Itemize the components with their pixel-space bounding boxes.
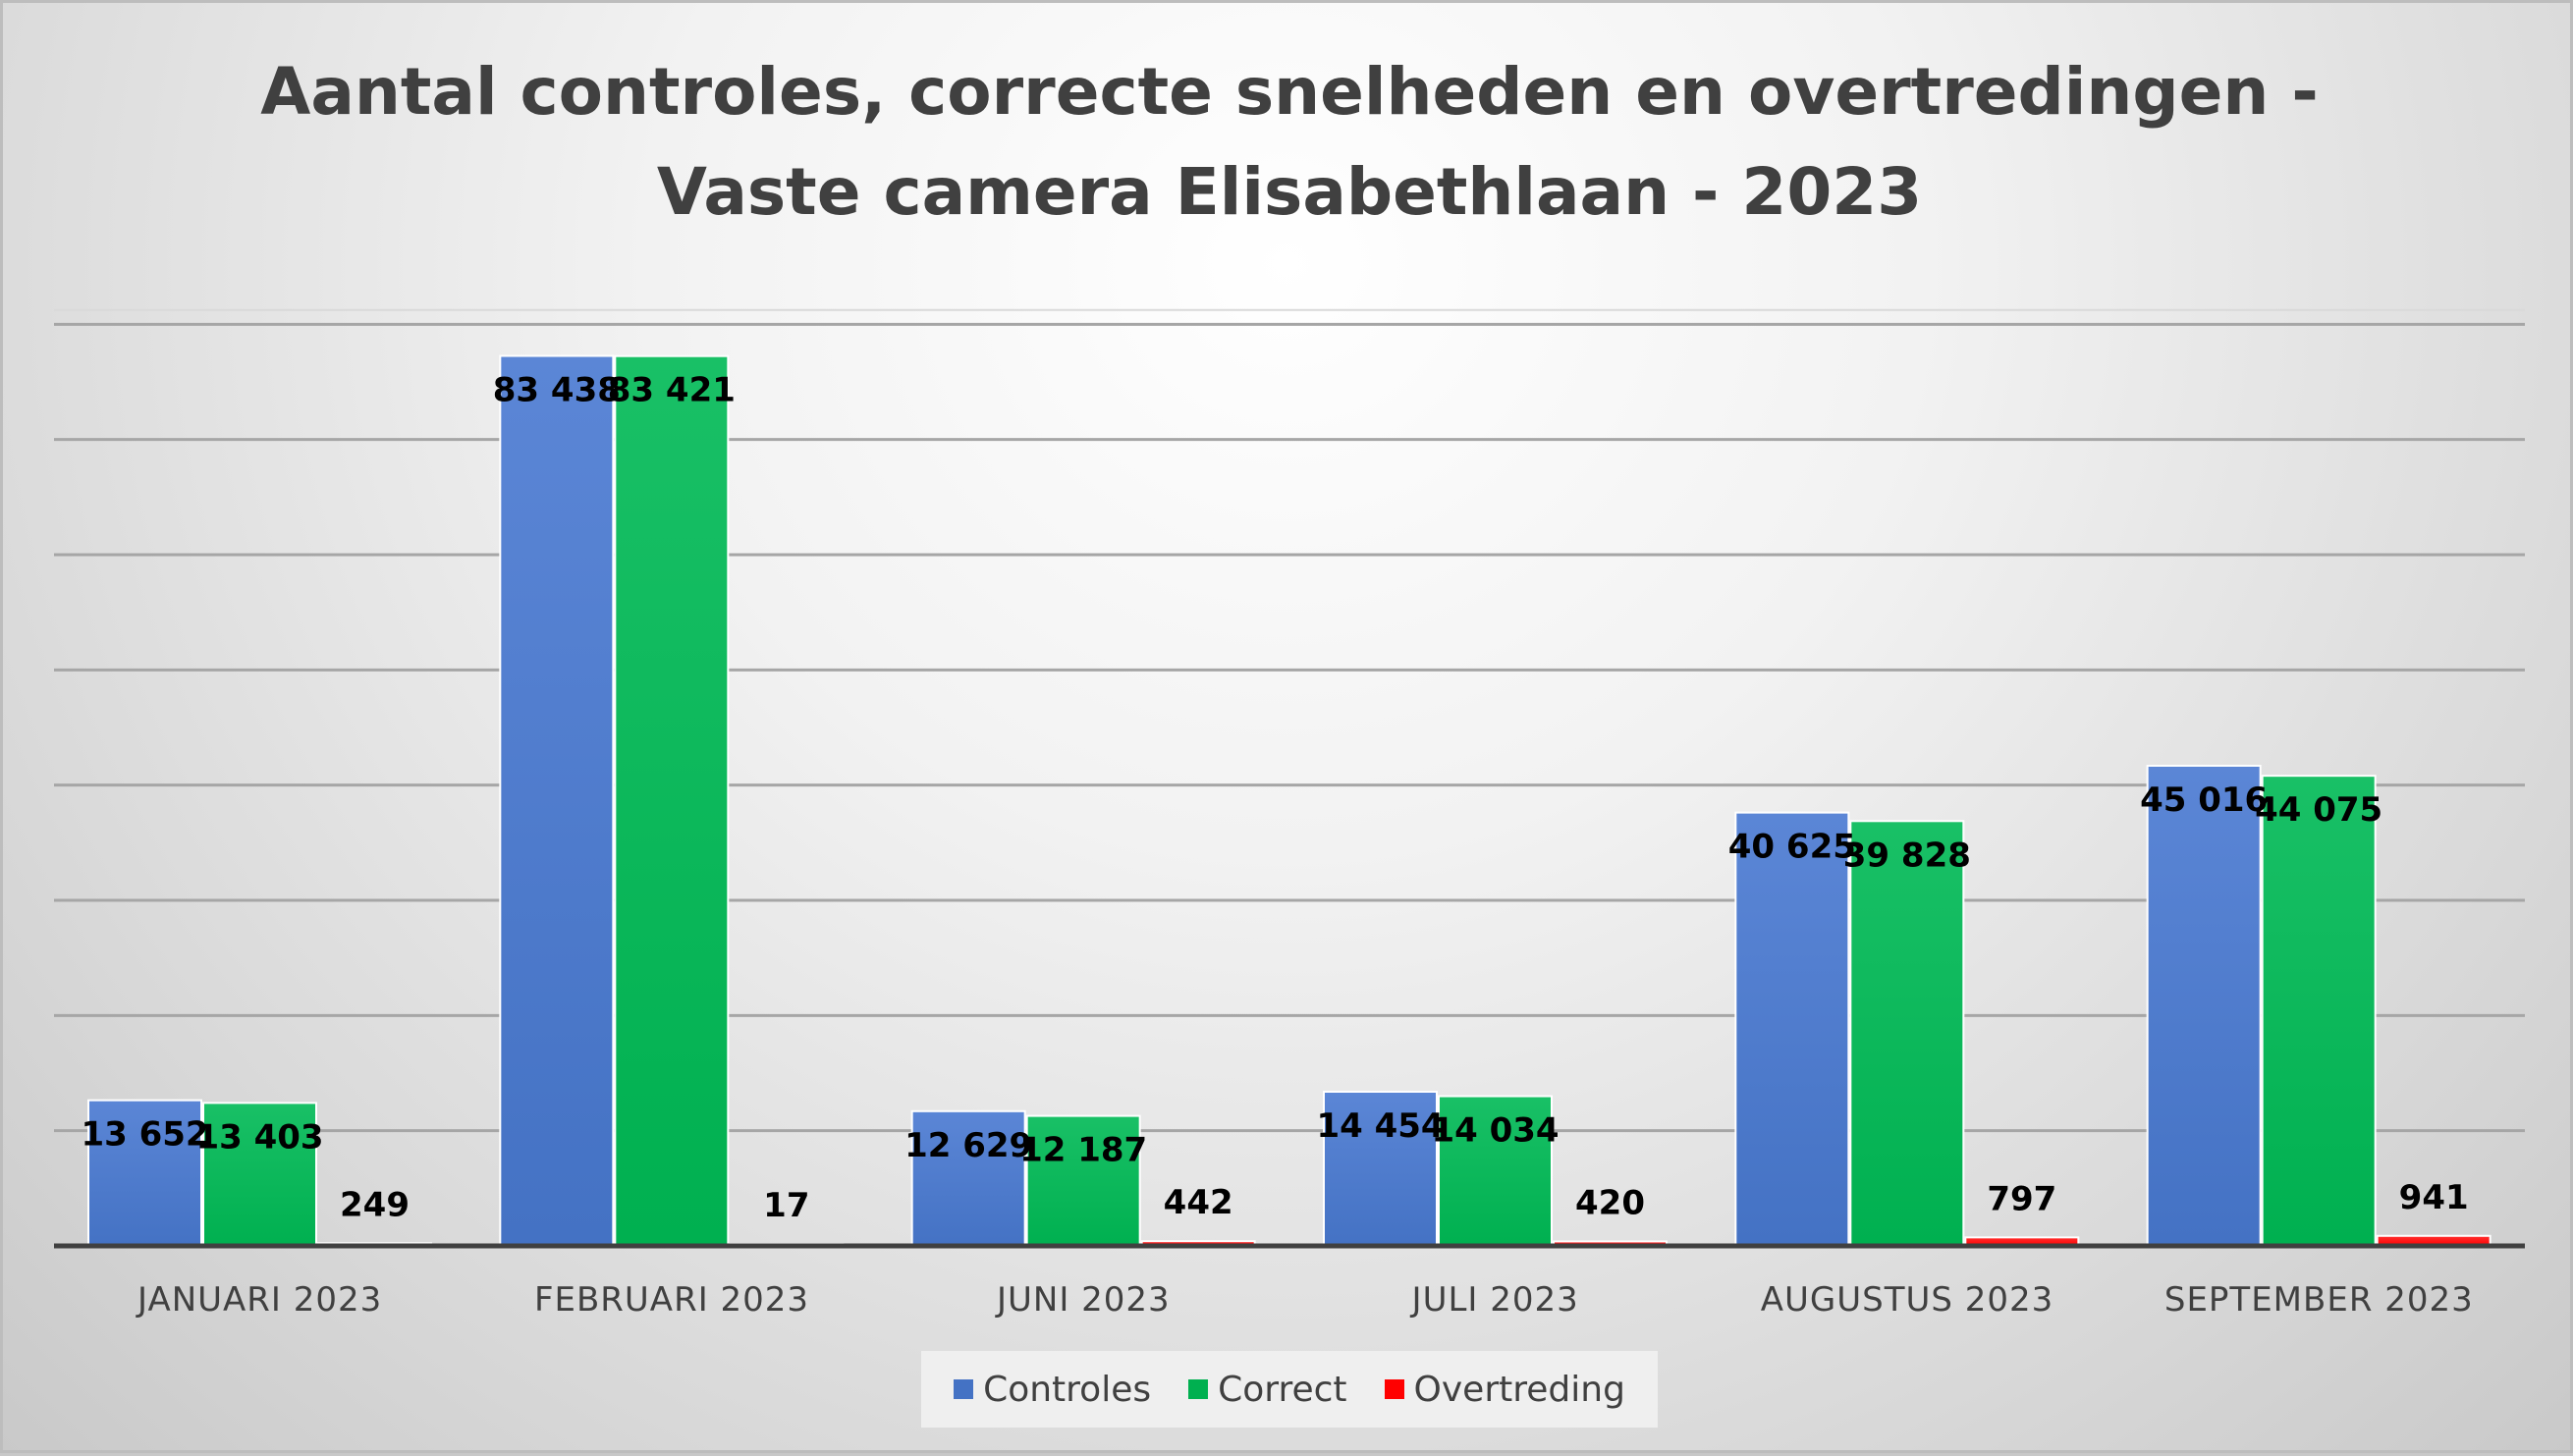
data-label-correct-4: 14 034	[1431, 1111, 1559, 1151]
data-label-correct-2: 83 421	[608, 371, 736, 410]
data-label-correct-5: 39 828	[1843, 836, 1971, 875]
data-label-controles-3: 12 629	[904, 1126, 1032, 1165]
legend-swatch-correct	[1188, 1379, 1209, 1399]
data-label-correct-6: 44 075	[2255, 790, 2382, 830]
bar-controles-6	[2146, 764, 2262, 1247]
legend-swatch-controles	[954, 1379, 974, 1399]
data-label-correct-1: 13 403	[195, 1117, 323, 1157]
legend-swatch-overtreding	[1384, 1379, 1404, 1399]
data-label-overtreding-3: 442	[1164, 1183, 1233, 1222]
data-label-overtreding-6: 941	[2399, 1178, 2469, 1217]
x-tick-label: JUNI 2023	[995, 1280, 1171, 1320]
x-tick-label: SEPTEMBER 2023	[2164, 1280, 2474, 1320]
data-label-overtreding-1: 249	[340, 1185, 410, 1224]
x-tick-label: JULI 2023	[1410, 1280, 1579, 1320]
legend-item-overtreding: Overtreding	[1384, 1369, 1625, 1410]
chart-title: Aantal controles, correcte snelheden en …	[3, 42, 2573, 243]
bar-correct-6	[2261, 775, 2377, 1248]
data-label-overtreding-5: 797	[1987, 1179, 2056, 1218]
x-tick-label: JANUARI 2023	[136, 1280, 382, 1320]
legend-label-correct: Correct	[1218, 1369, 1347, 1410]
data-label-controles-5: 40 625	[1728, 828, 1856, 867]
legend-label-overtreding: Overtreding	[1413, 1369, 1625, 1410]
legend-item-controles: Controles	[954, 1370, 1151, 1410]
data-label-overtreding-2: 17	[763, 1186, 809, 1225]
bar-controles-2	[499, 354, 615, 1248]
bar-correct-2	[614, 354, 730, 1248]
legend: Controles Correct Overtreding	[921, 1351, 1658, 1428]
bar-controles-1	[87, 1099, 202, 1248]
bar-controles-4	[1323, 1090, 1438, 1247]
chart-title-line-2: Vaste camera Elisabethlaan - 2023	[656, 154, 1923, 230]
bar-correct-3	[1025, 1114, 1141, 1247]
legend-label-controles: Controles	[983, 1369, 1152, 1410]
data-label-controles-6: 45 016	[2140, 781, 2268, 820]
bar-controles-3	[910, 1109, 1026, 1247]
bar-correct-1	[202, 1102, 317, 1248]
data-label-overtreding-4: 420	[1575, 1183, 1645, 1222]
x-tick-label: AUGUSTUS 2023	[1761, 1280, 2054, 1320]
data-label-controles-4: 14 454	[1316, 1106, 1444, 1146]
bar-controles-5	[1734, 811, 1850, 1247]
data-label-controles-2: 83 438	[493, 371, 621, 410]
data-label-correct-3: 12 187	[1019, 1131, 1147, 1170]
legend-item-correct: Correct	[1188, 1369, 1347, 1410]
data-label-controles-1: 13 652	[81, 1115, 208, 1155]
chart-title-line-1: Aantal controles, correcte snelheden en …	[260, 54, 2319, 130]
x-tick-label: FEBRUARI 2023	[534, 1280, 809, 1320]
bar-correct-5	[1849, 820, 1965, 1247]
